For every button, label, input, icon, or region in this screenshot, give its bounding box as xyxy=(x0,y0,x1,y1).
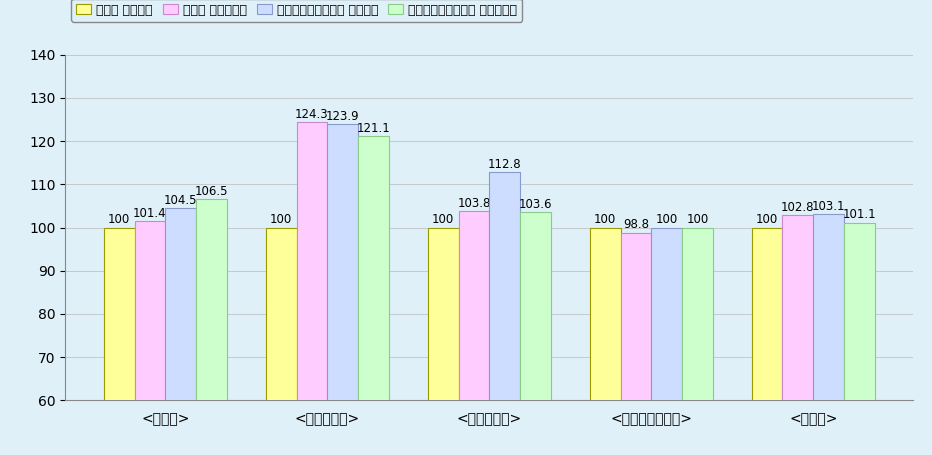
Text: 98.8: 98.8 xyxy=(623,218,649,232)
Text: 124.3: 124.3 xyxy=(295,108,329,121)
Text: 102.8: 102.8 xyxy=(781,201,815,214)
Bar xyxy=(752,228,783,455)
Text: 100: 100 xyxy=(686,213,708,226)
Text: 101.1: 101.1 xyxy=(843,208,876,222)
Text: 106.5: 106.5 xyxy=(195,185,228,198)
Bar xyxy=(327,124,358,455)
Text: 100: 100 xyxy=(594,213,616,226)
Bar xyxy=(428,228,459,455)
Bar xyxy=(196,199,226,455)
Text: 100: 100 xyxy=(756,213,778,226)
Text: 103.8: 103.8 xyxy=(458,197,490,210)
Text: 100: 100 xyxy=(655,213,678,226)
Text: 103.1: 103.1 xyxy=(812,200,845,213)
Bar xyxy=(520,212,551,455)
Bar xyxy=(590,228,621,455)
Text: 121.1: 121.1 xyxy=(357,122,391,135)
Text: 103.6: 103.6 xyxy=(519,197,553,211)
Text: 100: 100 xyxy=(108,213,130,226)
Bar xyxy=(814,214,844,455)
Text: 101.4: 101.4 xyxy=(133,207,167,220)
Bar xyxy=(844,223,875,455)
Bar xyxy=(358,136,389,455)
Text: 123.9: 123.9 xyxy=(326,110,360,123)
Bar xyxy=(489,172,520,455)
Bar xyxy=(459,211,489,455)
Bar xyxy=(783,215,814,455)
Bar xyxy=(266,228,296,455)
Bar xyxy=(651,228,682,455)
Bar xyxy=(103,228,134,455)
Text: 100: 100 xyxy=(270,213,293,226)
Text: 100: 100 xyxy=(432,213,454,226)
Text: 112.8: 112.8 xyxy=(487,158,522,171)
Bar xyxy=(134,222,165,455)
Bar xyxy=(296,122,327,455)
Legend: 宮崎市 スーパー, 宮崎市 量販専門店, 全都道府県庁所在市 スーパー, 全都道府県庁所在市 量販専門店: 宮崎市 スーパー, 宮崎市 量販専門店, 全都道府県庁所在市 スーパー, 全都道… xyxy=(72,0,523,21)
Bar xyxy=(621,233,651,455)
Bar xyxy=(165,208,196,455)
Bar xyxy=(682,228,713,455)
Text: 104.5: 104.5 xyxy=(164,194,198,207)
